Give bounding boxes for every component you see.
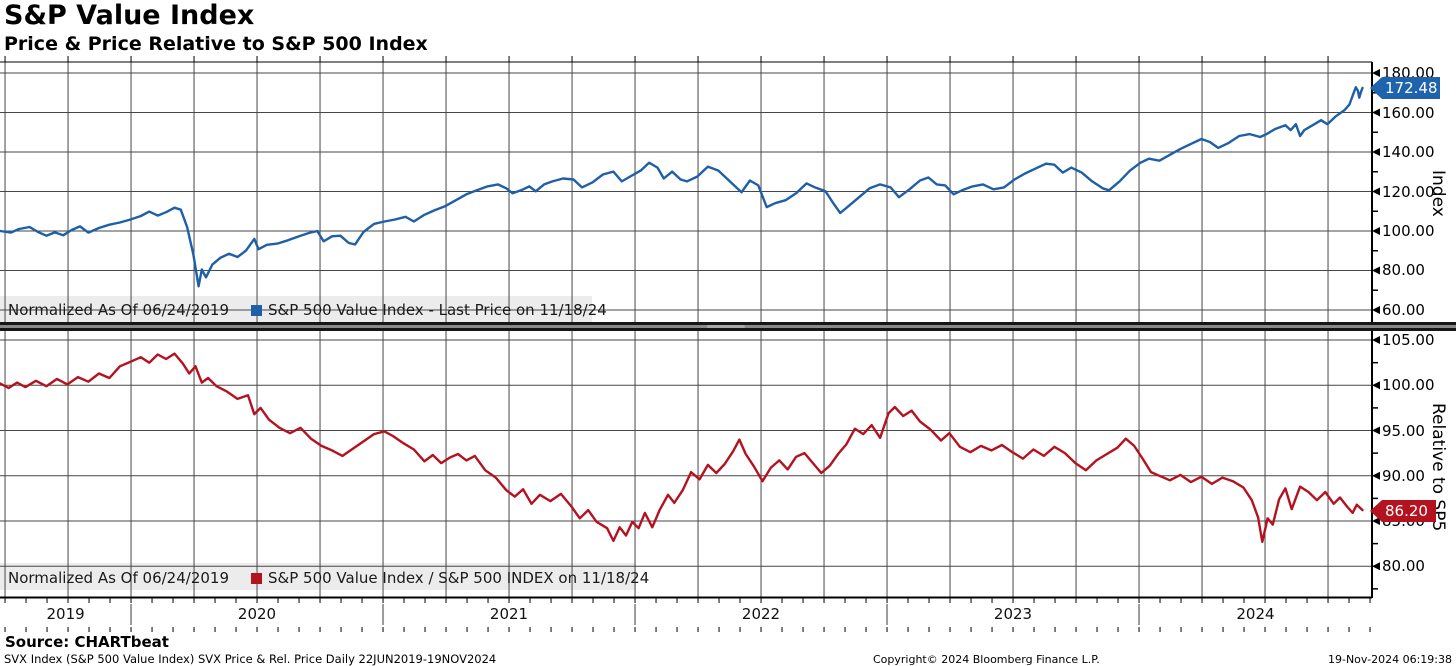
x-year-label: 2021: [489, 605, 529, 623]
footer-timestamp: 19-Nov-2024 06:19:38: [1327, 653, 1452, 666]
last-price-tag-bottom: 86.20: [1370, 500, 1436, 522]
bottom-legend: Normalized As Of 06/24/2019 S&P 500 Valu…: [8, 569, 649, 587]
last-price-tag-top: 172.48: [1370, 77, 1440, 99]
top-legend-band: [0, 296, 592, 322]
y-tick-label: 100.00: [1382, 376, 1435, 395]
bottom-legend-band: [0, 563, 636, 590]
top-legend: Normalized As Of 06/24/2019 S&P 500 Valu…: [8, 301, 607, 319]
y-tick-label: 80.00: [1382, 557, 1425, 576]
y-tick-label: 100.00: [1382, 221, 1435, 240]
bottom-axis-title: Relative to SP5: [1428, 403, 1448, 532]
x-year-label: 2019: [46, 605, 85, 623]
footer-info: SVX Index (S&P 500 Value Index) SVX Pric…: [4, 652, 497, 666]
y-tick-label: 95.00: [1382, 421, 1425, 440]
x-year-label: 2022: [741, 605, 781, 623]
red-series-swatch-icon: [251, 572, 262, 584]
bottom-legend-series-label: S&P 500 Value Index / S&P 500 INDEX on 1…: [268, 569, 650, 587]
y-tick-label: 60.00: [1382, 300, 1425, 319]
blue-series-swatch-icon: [251, 304, 262, 316]
x-year-label: 2023: [993, 605, 1033, 623]
top-legend-note: Normalized As Of 06/24/2019: [8, 301, 229, 319]
y-tick-label: 105.00: [1382, 331, 1435, 350]
y-tick-label: 120.00: [1382, 182, 1435, 201]
y-tick-label: 160.00: [1382, 103, 1435, 122]
footer-source: Source: CHARTbeat: [5, 633, 169, 651]
x-year-label: 2020: [237, 605, 277, 623]
y-tick-label: 80.00: [1382, 261, 1425, 280]
top-legend-series-label: S&P 500 Value Index - Last Price on 11/1…: [268, 301, 607, 319]
bottom-legend-note: Normalized As Of 06/24/2019: [8, 569, 229, 587]
page-title: S&P Value Index: [4, 0, 255, 31]
x-year-label: 2024: [1236, 605, 1275, 623]
footer-copyright: Copyright© 2024 Bloomberg Finance L.P.: [873, 653, 1100, 666]
y-tick-label: 140.00: [1382, 143, 1435, 162]
top-axis-title: Index: [1428, 169, 1448, 217]
y-tick-label: 90.00: [1382, 466, 1425, 485]
page-subtitle: Price & Price Relative to S&P 500 Index: [4, 33, 428, 55]
splitter-grip-icon[interactable]: [707, 325, 745, 328]
